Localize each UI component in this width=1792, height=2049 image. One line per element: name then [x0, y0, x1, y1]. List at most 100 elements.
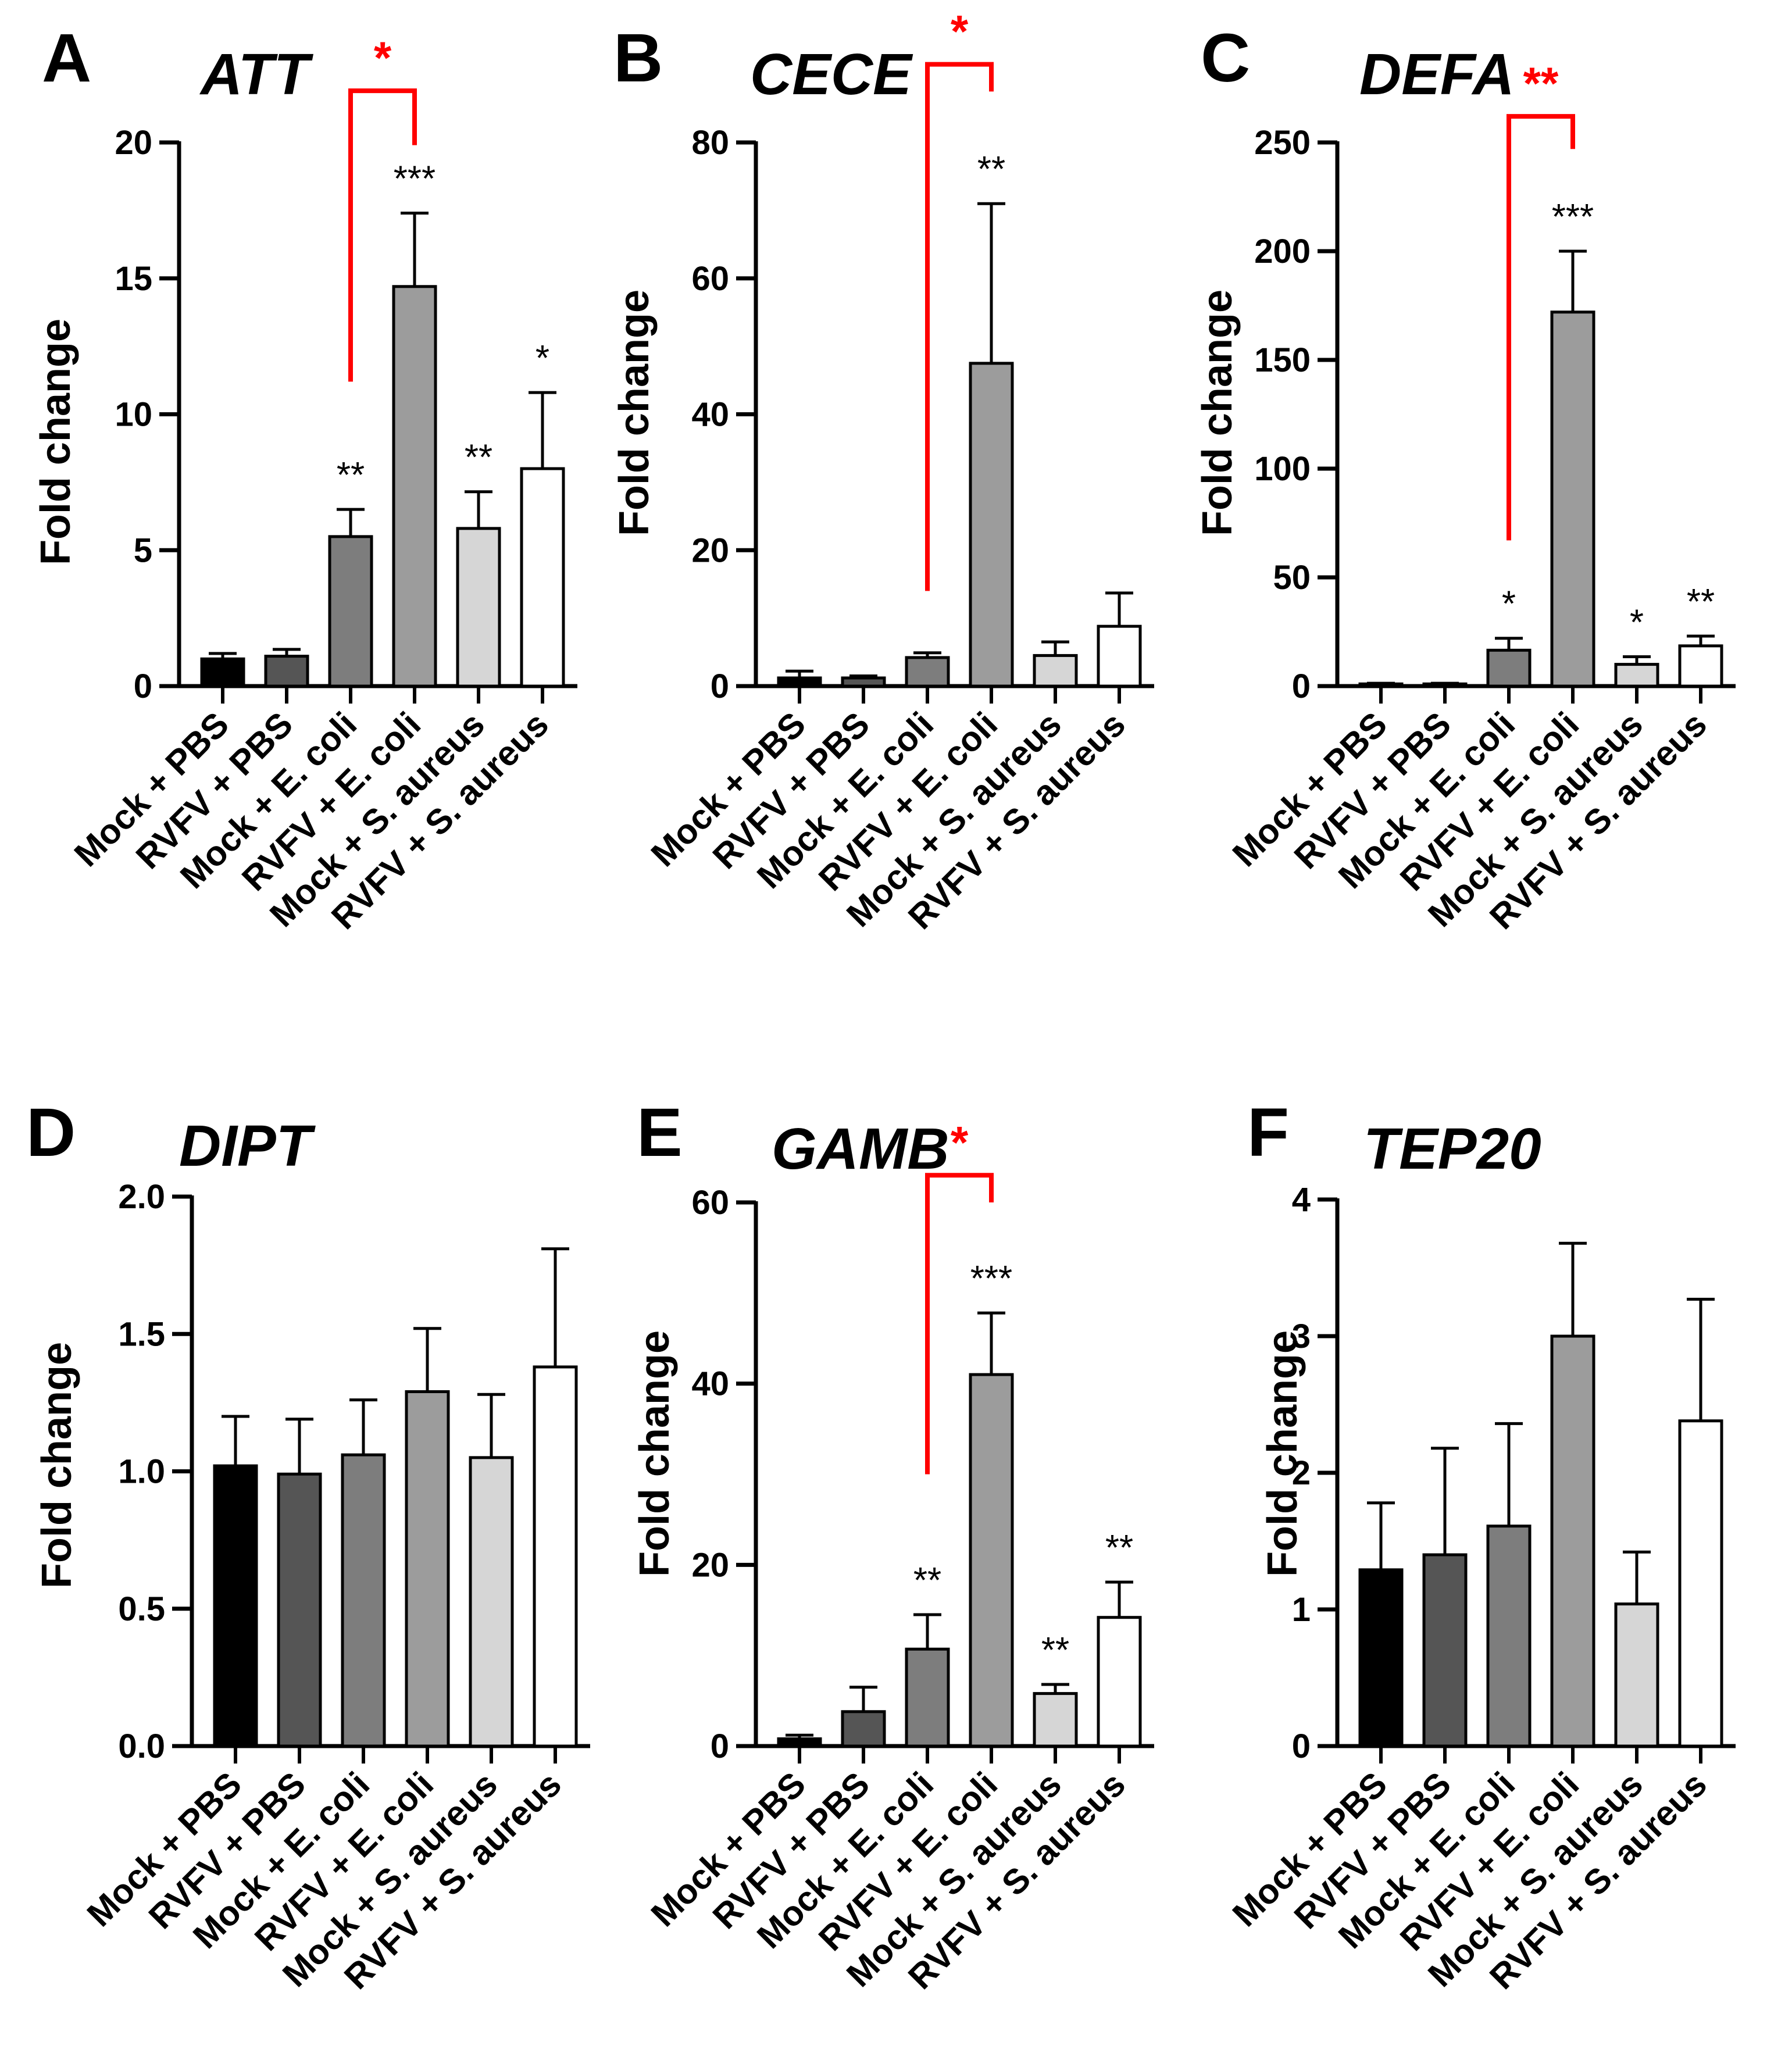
comparison-bracket-c: [1507, 114, 1575, 541]
bar-f: [1614, 1602, 1659, 1748]
bar-c: [1678, 644, 1723, 688]
bar-a: [264, 655, 309, 688]
bar-c: [1358, 682, 1404, 688]
chart-title-a: ATT: [199, 42, 314, 107]
significance-label-e: **: [1105, 1528, 1133, 1568]
panel-letter-b: B: [613, 20, 663, 97]
panel-letter-c: C: [1201, 20, 1250, 97]
significance-label-e: **: [1041, 1630, 1069, 1670]
chart-title-f: TEP20: [1363, 1116, 1541, 1181]
comparison-significance-b: *: [951, 6, 969, 57]
comparison-significance-c: **: [1523, 58, 1559, 109]
bar-f: [1678, 1419, 1723, 1748]
significance-label-c: ***: [1552, 197, 1594, 237]
comparison-significance-e: *: [951, 1116, 969, 1168]
y-tick-label-c: 250: [1254, 124, 1311, 162]
y-axis-title-c: Fold change: [1194, 290, 1241, 536]
y-tick-label-f: 0: [1292, 1727, 1311, 1765]
bar-a: [520, 467, 565, 688]
bar-c: [1422, 682, 1468, 688]
comparison-bracket-a: [348, 88, 417, 382]
panel-letter-a: A: [42, 20, 91, 97]
bar-b: [1033, 654, 1078, 688]
bar-f: [1550, 1334, 1595, 1748]
significance-label-c: *: [1630, 603, 1644, 643]
bar-a: [392, 285, 437, 688]
bar-d: [213, 1464, 258, 1748]
bar-d: [405, 1390, 450, 1748]
y-tick-label-d: 0.5: [118, 1590, 165, 1628]
bar-d: [533, 1365, 578, 1748]
bar-e: [777, 1737, 822, 1748]
y-tick-label-d: 1.0: [118, 1453, 165, 1491]
bar-c: [1614, 663, 1659, 688]
bar-e: [905, 1647, 950, 1748]
bar-b: [969, 362, 1014, 688]
significance-label-c: **: [1687, 582, 1715, 622]
y-tick-label-b: 80: [691, 124, 729, 162]
bar-e: [841, 1710, 886, 1748]
significance-label-a: ***: [394, 159, 435, 199]
bar-f: [1358, 1568, 1404, 1748]
bar-b: [905, 656, 950, 688]
significance-label-b: **: [977, 149, 1005, 190]
y-tick-label-a: 0: [134, 667, 152, 705]
y-tick-label-f: 4: [1292, 1181, 1311, 1219]
y-tick-label-f: 3: [1292, 1318, 1311, 1355]
bar-d: [469, 1456, 514, 1748]
panel-letter-d: D: [26, 1094, 76, 1171]
significance-label-a: **: [465, 438, 492, 478]
bar-e: [1097, 1616, 1142, 1748]
y-axis-title-f: Fold change: [1259, 1330, 1306, 1577]
y-tick-label-e: 20: [691, 1546, 729, 1584]
y-tick-label-a: 5: [134, 531, 152, 569]
y-tick-label-e: 0: [711, 1727, 729, 1765]
panel-letter-f: F: [1247, 1094, 1289, 1171]
chart-title-b: CECE: [750, 42, 913, 107]
bar-a: [200, 657, 245, 688]
y-tick-label-a: 10: [115, 396, 152, 434]
y-tick-label-c: 50: [1273, 559, 1311, 597]
y-tick-label-d: 2.0: [118, 1178, 165, 1216]
significance-label-a: *: [536, 338, 549, 379]
bar-a: [328, 535, 373, 688]
y-axis-title-a: Fold change: [33, 319, 79, 565]
y-axis-title-d: Fold change: [34, 1342, 80, 1588]
y-tick-label-d: 0.0: [118, 1727, 165, 1765]
y-tick-label-f: 1: [1292, 1591, 1311, 1629]
comparison-bracket-e: [925, 1173, 994, 1475]
significance-label-e: ***: [970, 1259, 1012, 1299]
y-tick-label-a: 20: [115, 124, 152, 162]
y-tick-label-b: 60: [691, 260, 729, 298]
bar-e: [1033, 1692, 1078, 1748]
y-axis-title-b: Fold change: [611, 290, 658, 536]
bar-c: [1486, 648, 1532, 688]
y-tick-label-c: 200: [1254, 233, 1311, 270]
chart-title-e: GAMB: [772, 1116, 949, 1181]
y-tick-label-a: 15: [115, 260, 152, 298]
bar-d: [277, 1472, 322, 1748]
y-tick-label-b: 20: [691, 531, 729, 569]
y-tick-label-f: 2: [1292, 1454, 1311, 1492]
panel-letter-e: E: [637, 1094, 683, 1171]
chart-title-c: DEFA: [1359, 42, 1515, 107]
y-tick-label-b: 0: [711, 667, 729, 705]
bar-b: [841, 676, 886, 688]
y-tick-label-c: 0: [1292, 667, 1311, 705]
significance-label-c: *: [1502, 584, 1516, 624]
y-tick-label-e: 40: [691, 1365, 729, 1403]
y-tick-label-c: 100: [1254, 450, 1311, 488]
significance-label-a: **: [337, 455, 365, 495]
y-tick-label-c: 150: [1254, 341, 1311, 379]
y-axis-title-e: Fold change: [631, 1330, 678, 1577]
bar-b: [777, 676, 822, 688]
bar-e: [969, 1373, 1014, 1748]
bar-a: [456, 527, 501, 688]
y-tick-label-d: 1.5: [118, 1315, 165, 1353]
bar-d: [341, 1453, 386, 1748]
bar-f: [1486, 1525, 1532, 1748]
bar-c: [1550, 310, 1595, 688]
significance-label-e: **: [913, 1561, 941, 1601]
